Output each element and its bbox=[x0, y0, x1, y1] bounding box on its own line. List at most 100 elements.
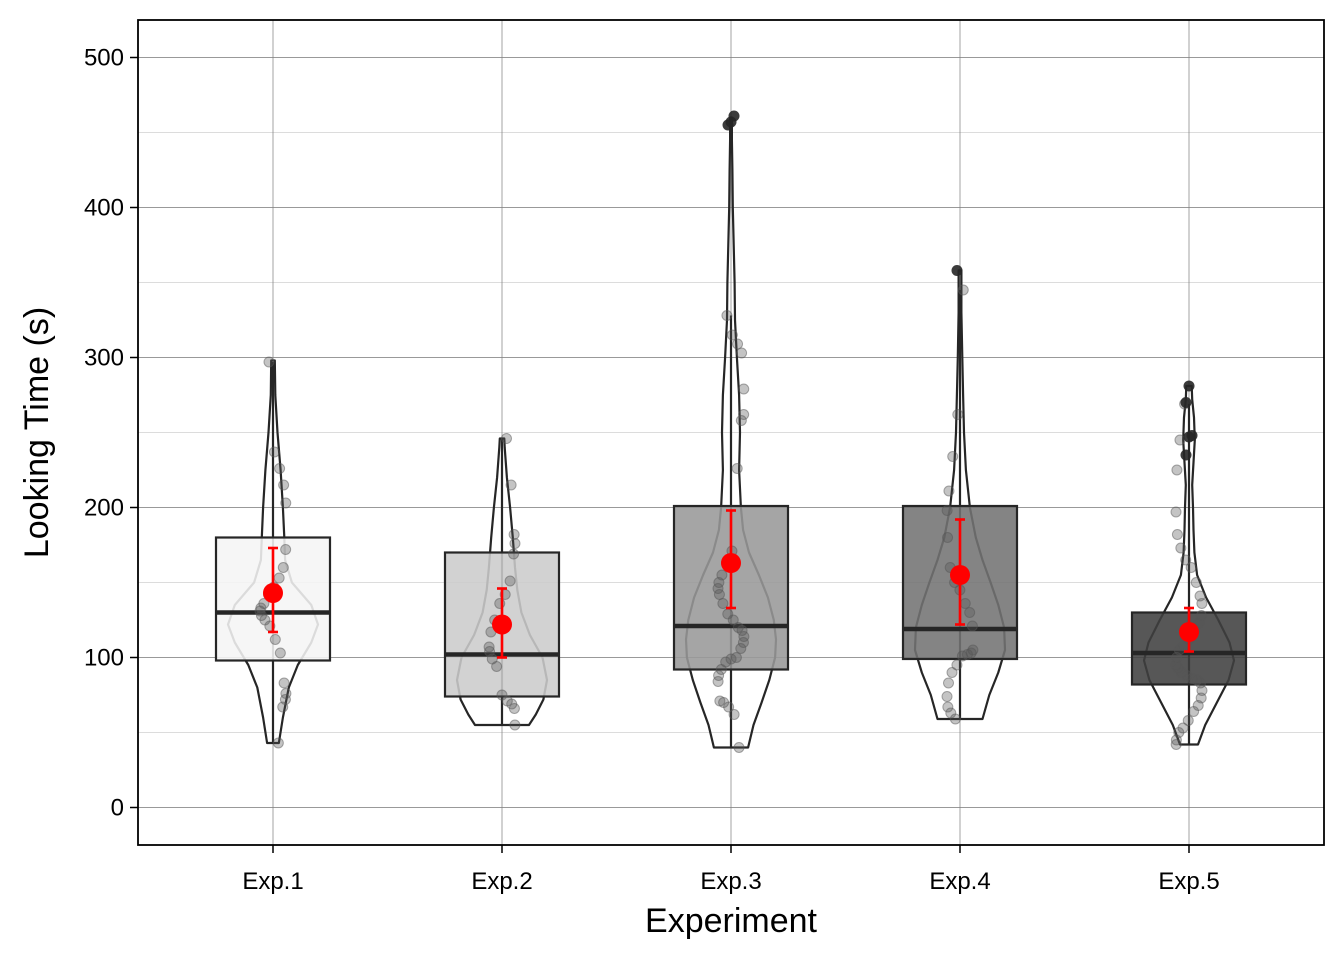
y-tick-label: 0 bbox=[111, 795, 124, 822]
data-point bbox=[714, 695, 726, 707]
data-point bbox=[713, 670, 725, 681]
data-point bbox=[1185, 562, 1197, 573]
x-tick-label: Exp.3 bbox=[700, 868, 761, 895]
y-tick-label: 500 bbox=[84, 45, 124, 72]
data-point bbox=[964, 607, 976, 618]
data-point bbox=[945, 707, 957, 719]
data-point bbox=[966, 620, 978, 632]
data-point bbox=[500, 433, 512, 444]
data-point bbox=[967, 644, 979, 656]
data-point bbox=[505, 479, 517, 491]
data-point bbox=[941, 691, 953, 702]
data-point bbox=[942, 701, 954, 713]
data-point bbox=[509, 719, 521, 731]
data-point bbox=[274, 647, 286, 659]
outlier-point bbox=[728, 110, 740, 122]
data-point bbox=[509, 538, 521, 549]
mean-markers bbox=[263, 509, 1199, 659]
data-point bbox=[959, 598, 971, 609]
data-point bbox=[952, 409, 964, 420]
data-point bbox=[942, 532, 954, 543]
y-tick-label: 300 bbox=[84, 345, 124, 372]
data-point bbox=[1194, 590, 1206, 602]
outlier-point bbox=[1183, 380, 1195, 392]
mean-marker bbox=[1179, 622, 1199, 642]
data-point bbox=[732, 338, 744, 350]
data-point bbox=[732, 622, 744, 633]
data-point bbox=[947, 451, 959, 462]
data-point bbox=[504, 575, 516, 587]
data-point bbox=[508, 548, 520, 560]
data-point bbox=[736, 347, 748, 359]
outlier-point bbox=[1180, 449, 1192, 461]
data-point bbox=[721, 310, 733, 321]
x-tick-label: Exp.4 bbox=[929, 868, 990, 895]
data-point bbox=[1195, 610, 1207, 621]
y-axis-title: Looking Time (s) bbox=[18, 307, 56, 558]
data-point bbox=[738, 409, 750, 420]
data-point bbox=[943, 485, 955, 497]
data-point bbox=[272, 737, 284, 749]
data-point bbox=[280, 497, 292, 509]
data-point bbox=[951, 659, 963, 671]
mean-marker bbox=[492, 614, 512, 635]
x-tick-label: Exp.1 bbox=[242, 868, 303, 895]
data-point bbox=[274, 463, 286, 474]
data-point bbox=[280, 544, 292, 555]
data-point bbox=[1182, 715, 1194, 726]
data-point bbox=[735, 415, 747, 426]
data-point bbox=[1171, 464, 1183, 476]
data-point bbox=[731, 463, 743, 474]
mean-marker bbox=[950, 565, 970, 585]
data-point bbox=[957, 284, 969, 296]
data-point bbox=[733, 742, 745, 753]
data-point bbox=[263, 356, 275, 368]
data-point bbox=[258, 598, 270, 609]
data-point bbox=[1180, 554, 1192, 566]
data-point bbox=[722, 608, 734, 620]
mean-marker bbox=[721, 553, 741, 573]
data-point bbox=[508, 529, 520, 540]
data-point bbox=[1186, 673, 1198, 684]
outlier-point bbox=[1180, 397, 1192, 408]
y-tick-label: 100 bbox=[84, 645, 124, 672]
y-tick-label: 200 bbox=[84, 495, 124, 522]
data-point bbox=[946, 667, 958, 678]
data-point bbox=[738, 383, 750, 395]
data-point bbox=[1174, 434, 1186, 446]
y-tick-label: 400 bbox=[84, 195, 124, 222]
data-point bbox=[278, 677, 290, 689]
data-point bbox=[1175, 542, 1187, 554]
data-point bbox=[941, 505, 953, 516]
data-point bbox=[965, 647, 977, 659]
x-axis-title: Experiment bbox=[645, 902, 818, 940]
data-point bbox=[943, 677, 955, 689]
data-point bbox=[738, 631, 750, 642]
axes: 0 100 200 300 400 500 Exp.1 Exp.2 Exp.3 Exp.4 Exp.… bbox=[84, 45, 1220, 896]
data-point bbox=[1172, 662, 1184, 674]
data-point bbox=[277, 562, 289, 573]
boxes bbox=[214, 290, 1248, 748]
data-point bbox=[280, 688, 292, 699]
outlier-point bbox=[951, 265, 963, 276]
data-point bbox=[1170, 506, 1182, 518]
x-tick-label: Exp.5 bbox=[1158, 868, 1219, 895]
data-point bbox=[483, 641, 495, 653]
data-point bbox=[496, 689, 508, 701]
data-point bbox=[716, 569, 728, 581]
data-point bbox=[726, 329, 738, 341]
outlier-point bbox=[1186, 430, 1198, 441]
x-tick-label: Exp.2 bbox=[471, 868, 532, 895]
data-point bbox=[728, 709, 740, 720]
data-point bbox=[273, 572, 285, 584]
data-point bbox=[735, 643, 747, 654]
data-point bbox=[720, 656, 732, 668]
data-point bbox=[278, 479, 290, 491]
data-point bbox=[1190, 577, 1202, 588]
mean-marker bbox=[263, 583, 283, 603]
data-point bbox=[1177, 722, 1189, 734]
data-point bbox=[1171, 529, 1183, 540]
data-point bbox=[730, 652, 742, 663]
data-point bbox=[269, 634, 281, 645]
